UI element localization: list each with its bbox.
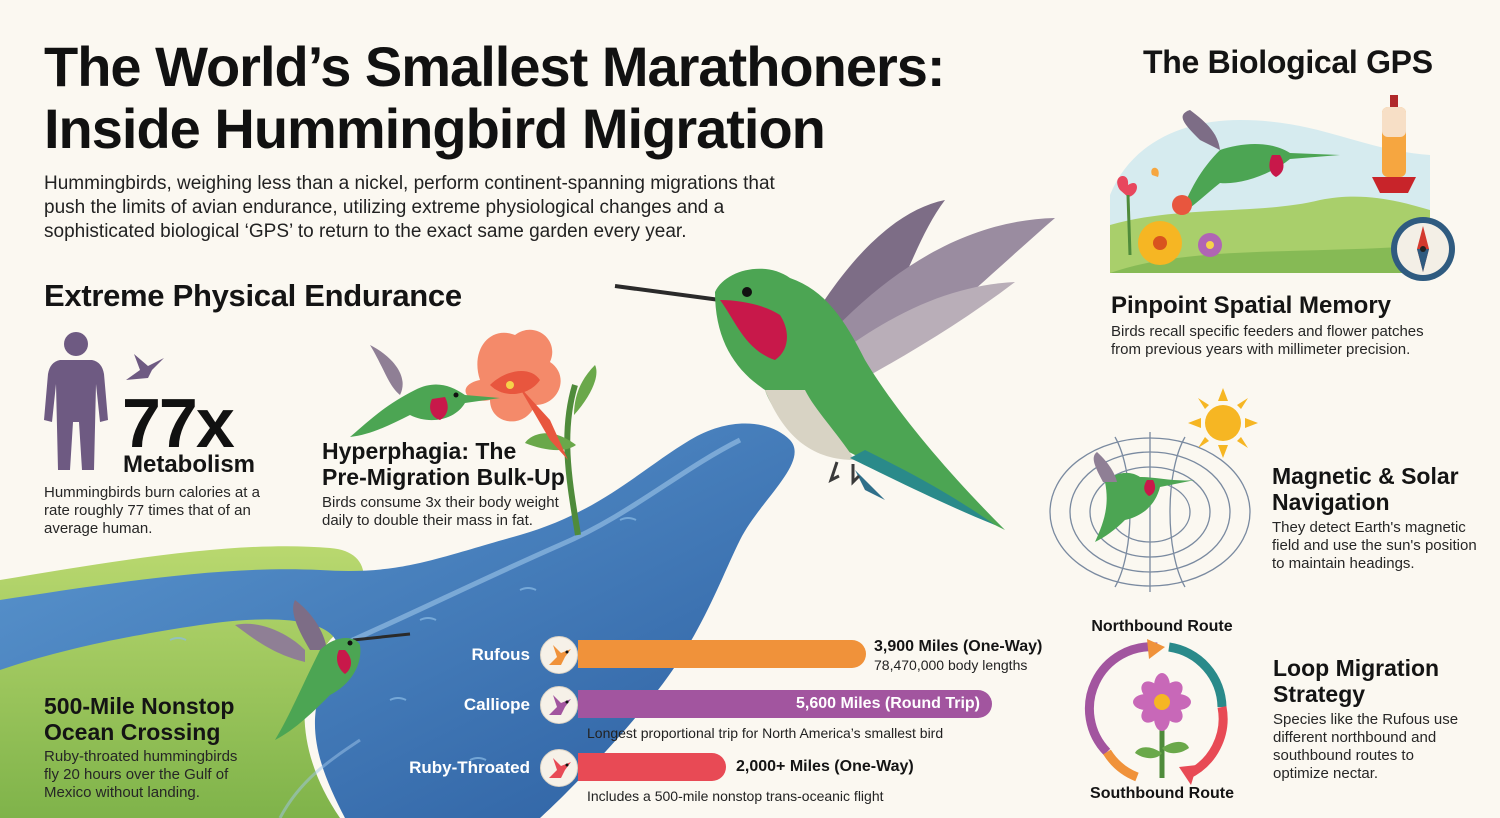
ocean-crossing-title: 500-Mile Nonstop Ocean Crossing	[44, 693, 235, 745]
route-sub-ruby-throated: Includes a 500-mile nonstop trans-oceani…	[587, 788, 884, 804]
endurance-heading: Extreme Physical Endurance	[44, 278, 462, 313]
route-avatar-rufous	[540, 636, 578, 674]
route-sub-rufous: 78,470,000 body lengths	[874, 657, 1028, 673]
metabolism-value: 77x	[122, 384, 235, 462]
loop-migration-title: Loop Migration Strategy	[1273, 655, 1440, 707]
loop-migration-text: Species like the Rufous use different no…	[1273, 711, 1459, 782]
route-bar-calliope	[578, 690, 992, 718]
loop-arrows-icon	[1084, 639, 1228, 785]
magnetic-field-icon	[1049, 432, 1251, 592]
metabolism-label: Metabolism	[123, 451, 256, 478]
metabolism-text: Hummingbirds burn calories at a rate rou…	[44, 484, 260, 537]
intro-paragraph: Hummingbirds, weighing less than a nicke…	[44, 173, 775, 242]
route-label-rufous: Rufous	[471, 645, 530, 664]
hummingbird-ocean-illustration	[235, 600, 411, 740]
human-silhouette-icon	[44, 332, 108, 470]
sun-icon	[1188, 388, 1258, 458]
hyperphagia-text: Birds consume 3x their body weight daily…	[322, 494, 559, 529]
southbound-label: Southbound Route	[1090, 785, 1234, 802]
spatial-memory-title: Pinpoint Spatial Memory	[1111, 292, 1392, 319]
route-value-rufous: 3,900 Miles (One-Way)	[874, 638, 1043, 655]
garden-feeder-illustration	[1110, 95, 1430, 273]
small-hummingbird-icon	[126, 354, 164, 380]
route-value-calliope: 5,600 Miles (Round Trip)	[795, 695, 980, 712]
route-avatar-calliope	[540, 686, 578, 724]
northbound-label: Northbound Route	[1091, 618, 1233, 635]
route-avatar-ruby-throated	[540, 749, 578, 787]
route-label-calliope: Calliope	[463, 695, 530, 714]
hummingbird-feeding-illustration	[350, 329, 597, 536]
route-value-ruby-throated: 2,000+ Miles (One-Way)	[736, 758, 914, 775]
spatial-memory-text: Birds recall specific feeders and flower…	[1111, 323, 1424, 358]
route-sub-calliope: Longest proportional trip for North Amer…	[587, 725, 944, 741]
page-title: The World’s Smallest Marathoners: Inside…	[44, 35, 946, 160]
compass-icon	[1391, 217, 1455, 281]
navigation-title: Magnetic & Solar Navigation	[1272, 463, 1459, 515]
hyperphagia-title: Hyperphagia: The Pre-Migration Bulk-Up	[322, 438, 565, 490]
route-label-ruby-throated: Ruby-Throated	[409, 758, 530, 777]
route-bar-ruby-throated	[578, 753, 726, 781]
ocean-crossing-text: Ruby-throated hummingbirds fly 20 hours …	[44, 748, 238, 801]
navigation-text: They detect Earth's magnetic field and u…	[1272, 519, 1477, 572]
route-bar-rufous	[578, 640, 866, 668]
gps-heading: The Biological GPS	[1143, 44, 1433, 80]
large-hummingbird-illustration	[614, 200, 1055, 530]
flower-icon	[1133, 673, 1191, 778]
